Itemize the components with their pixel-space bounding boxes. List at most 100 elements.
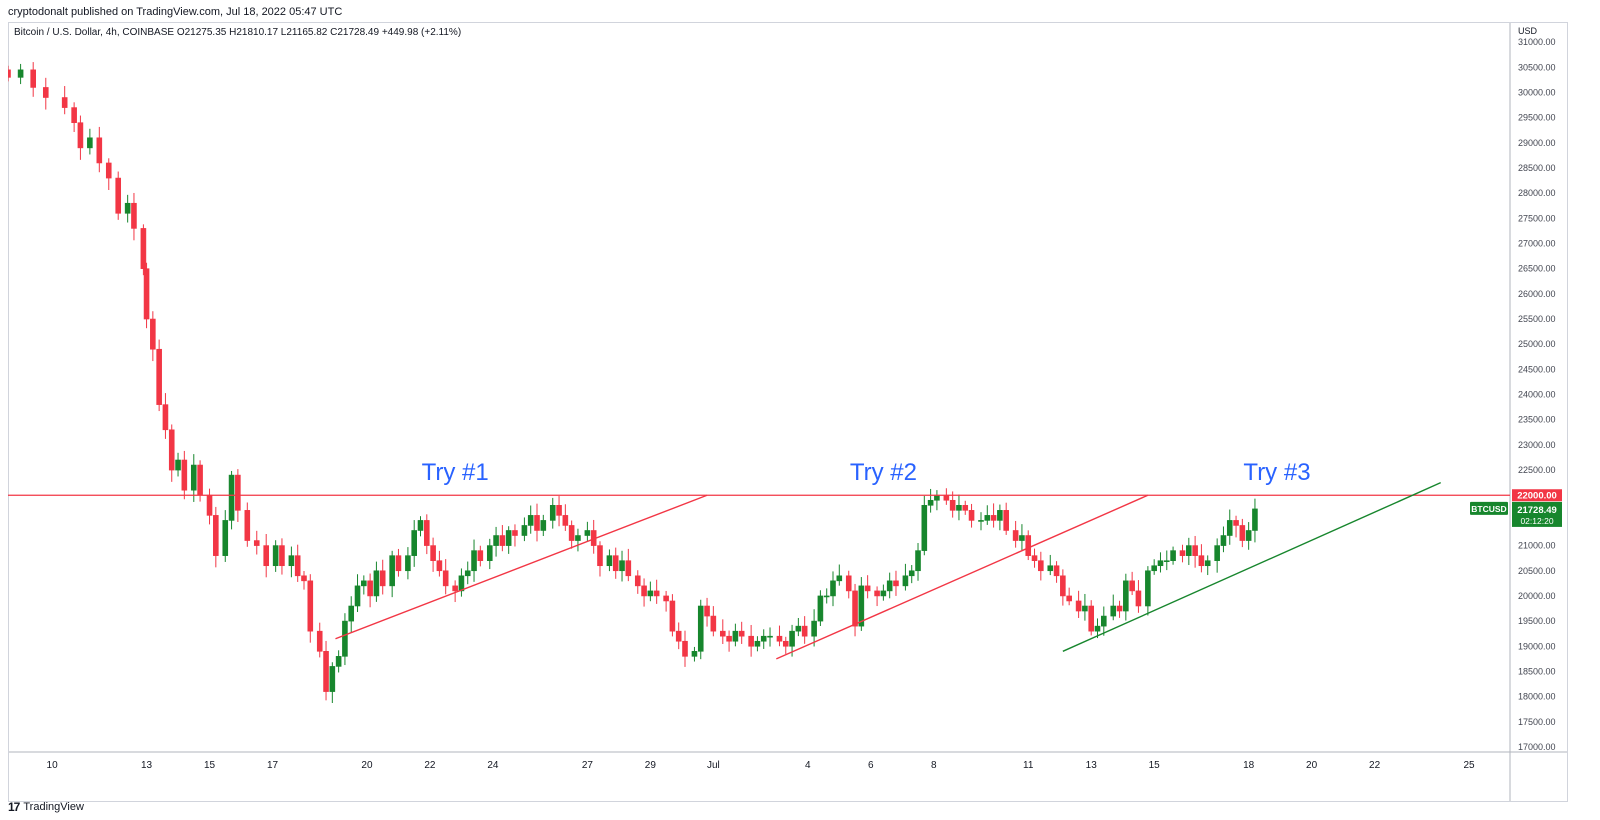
- candle-body[interactable]: [1220, 535, 1227, 546]
- candle-body[interactable]: [663, 595, 669, 602]
- candle-body[interactable]: [568, 525, 575, 541]
- candle-body[interactable]: [477, 550, 484, 561]
- candle-body[interactable]: [417, 520, 424, 531]
- candle-body[interactable]: [1123, 580, 1129, 612]
- candle-body[interactable]: [1047, 565, 1054, 572]
- candle-body[interactable]: [984, 515, 991, 521]
- candle-body[interactable]: [927, 499, 934, 506]
- candle-body[interactable]: [263, 545, 270, 567]
- candle-body[interactable]: [754, 640, 761, 647]
- candle-body[interactable]: [1003, 510, 1009, 531]
- candle-body[interactable]: [1012, 530, 1019, 541]
- candle-body[interactable]: [823, 595, 830, 598]
- candle-body[interactable]: [641, 585, 647, 597]
- candle-body[interactable]: [458, 575, 465, 592]
- candle-body[interactable]: [795, 625, 802, 632]
- candle-body[interactable]: [1186, 545, 1192, 556]
- candle-body[interactable]: [1100, 615, 1107, 627]
- candle-body[interactable]: [301, 575, 307, 582]
- candle-body[interactable]: [373, 570, 380, 597]
- candle-body[interactable]: [801, 625, 808, 637]
- candle-body[interactable]: [575, 535, 581, 541]
- annotation-try-3[interactable]: Try #3: [1243, 459, 1310, 486]
- candle-body[interactable]: [464, 570, 471, 577]
- candle-body[interactable]: [181, 459, 188, 491]
- candle-body[interactable]: [1060, 575, 1066, 597]
- candle-body[interactable]: [968, 510, 975, 521]
- candle-body[interactable]: [597, 545, 603, 567]
- candle-body[interactable]: [395, 555, 402, 572]
- candle-body[interactable]: [1094, 625, 1101, 632]
- candle-body[interactable]: [634, 575, 641, 587]
- candle-body[interactable]: [874, 590, 880, 597]
- candle-body[interactable]: [361, 580, 367, 587]
- candle-body[interactable]: [619, 560, 625, 572]
- candle-body[interactable]: [197, 464, 203, 496]
- candle-body[interactable]: [348, 605, 355, 622]
- candle-body[interactable]: [1110, 605, 1117, 617]
- candle-body[interactable]: [1192, 545, 1198, 556]
- candle-body[interactable]: [767, 635, 773, 638]
- candle-body[interactable]: [776, 635, 783, 642]
- candle-body[interactable]: [77, 122, 84, 149]
- candle-body[interactable]: [949, 499, 956, 511]
- trendline-3[interactable]: [1062, 482, 1442, 652]
- candle-body[interactable]: [316, 630, 323, 652]
- candle-body[interactable]: [943, 494, 950, 501]
- candle-body[interactable]: [175, 459, 181, 471]
- candle-body[interactable]: [1038, 560, 1044, 572]
- candle-body[interactable]: [124, 202, 131, 214]
- candle-body[interactable]: [1075, 600, 1082, 612]
- candle-body[interactable]: [411, 530, 418, 556]
- candle-body[interactable]: [213, 515, 219, 556]
- symbol-legend[interactable]: Bitcoin / U.S. Dollar, 4h, COINBASE O212…: [14, 27, 461, 38]
- candle-body[interactable]: [1157, 560, 1164, 567]
- candle-body[interactable]: [228, 474, 235, 521]
- candle-body[interactable]: [206, 494, 213, 516]
- candle-body[interactable]: [1163, 560, 1170, 562]
- candle-body[interactable]: [934, 494, 940, 501]
- candle-body[interactable]: [42, 87, 49, 98]
- candle-body[interactable]: [997, 510, 1003, 521]
- candle-body[interactable]: [682, 640, 688, 657]
- candle-body[interactable]: [1214, 545, 1220, 561]
- candle-body[interactable]: [1179, 550, 1186, 556]
- candle-body[interactable]: [1233, 520, 1239, 526]
- candle-body[interactable]: [354, 585, 361, 607]
- candle-body[interactable]: [30, 69, 36, 88]
- candle-body[interactable]: [288, 555, 295, 567]
- price-chart[interactable]: Bitcoin / U.S. Dollar, 4h, COINBASE O212…: [8, 22, 1568, 802]
- candle-body[interactable]: [612, 555, 619, 572]
- candle-body[interactable]: [584, 530, 591, 536]
- candle-body[interactable]: [1170, 550, 1176, 561]
- candle-body[interactable]: [493, 535, 499, 546]
- candle-body[interactable]: [389, 555, 395, 587]
- candle-body[interactable]: [732, 630, 739, 642]
- candle-body[interactable]: [140, 228, 147, 269]
- candle-body[interactable]: [156, 348, 162, 405]
- candle-body[interactable]: [512, 530, 518, 536]
- candle-body[interactable]: [691, 651, 698, 657]
- candle-body[interactable]: [471, 550, 477, 572]
- candle-body[interactable]: [956, 505, 962, 511]
- candle-body[interactable]: [436, 560, 443, 572]
- candle-body[interactable]: [880, 590, 887, 597]
- candle-body[interactable]: [279, 545, 285, 567]
- candle-body[interactable]: [606, 555, 613, 567]
- candle-body[interactable]: [162, 404, 169, 431]
- candle-body[interactable]: [845, 575, 852, 592]
- candle-body[interactable]: [1252, 508, 1258, 531]
- candle-body[interactable]: [562, 515, 569, 526]
- candle-body[interactable]: [710, 615, 717, 632]
- chart-frame[interactable]: Bitcoin / U.S. Dollar, 4h, COINBASE O212…: [8, 22, 1568, 802]
- candle-body[interactable]: [811, 620, 817, 637]
- candle-body[interactable]: [647, 590, 654, 597]
- candle-body[interactable]: [1053, 565, 1060, 577]
- candle-body[interactable]: [1129, 580, 1135, 592]
- annotation-try-2[interactable]: Try #2: [850, 459, 917, 486]
- candle-body[interactable]: [1082, 605, 1088, 612]
- candle-body[interactable]: [323, 651, 329, 692]
- candle-body[interactable]: [962, 505, 969, 511]
- candle-body[interactable]: [625, 560, 632, 577]
- candle-body[interactable]: [719, 630, 726, 637]
